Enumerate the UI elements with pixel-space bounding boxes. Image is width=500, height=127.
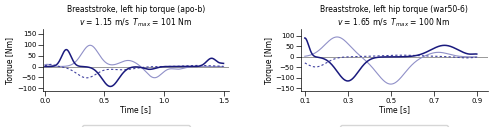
Title: Breaststroke, left hip torque (war50-6)
$v$ = 1.65 m/s  $T_{max}$ = 100 Nm: Breaststroke, left hip torque (war50-6) … bbox=[320, 5, 468, 29]
Y-axis label: Torque [Nm]: Torque [Nm] bbox=[264, 36, 274, 84]
Title: Breaststroke, left hip torque (apo-b)
$v$ = 1.15 m/s  $T_{max}$ = 101 Nm: Breaststroke, left hip torque (apo-b) $v… bbox=[67, 5, 205, 29]
X-axis label: Time [s]: Time [s] bbox=[120, 105, 152, 114]
Legend: $T_x$, $T_y$, $T_z$: $T_x$, $T_y$, $T_z$ bbox=[340, 125, 448, 127]
Y-axis label: Torque [Nm]: Torque [Nm] bbox=[6, 36, 16, 84]
Legend: $T_x$, $T_y$, $T_z$: $T_x$, $T_y$, $T_z$ bbox=[82, 125, 190, 127]
X-axis label: Time [s]: Time [s] bbox=[378, 105, 410, 114]
